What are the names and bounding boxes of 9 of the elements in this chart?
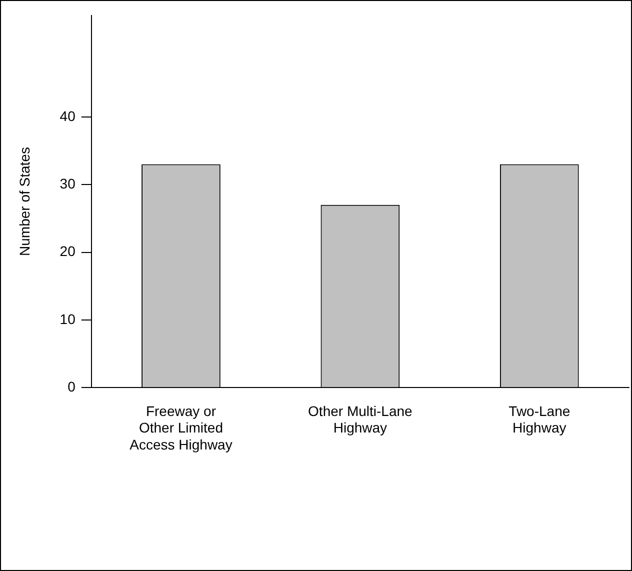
- y-tick-label: 30: [60, 175, 76, 192]
- y-tick-label: 10: [60, 310, 76, 327]
- y-tick-label: 40: [60, 108, 76, 124]
- x-tick-label: Two-Lane Highway: [508, 402, 570, 436]
- y-axis-title: Number of States: [16, 147, 32, 256]
- y-tick-label: 20: [60, 243, 76, 260]
- y-tick-label: 0: [68, 378, 76, 394]
- x-tick-label: Other Multi-Lane Highway: [308, 402, 413, 436]
- x-tick-label: Freeway or Other Limited Access Highway: [130, 402, 232, 452]
